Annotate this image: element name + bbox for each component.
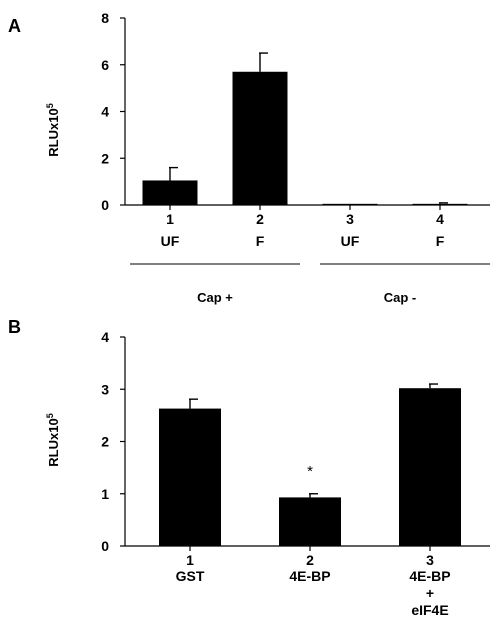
panel-a-y-axis-label-exponent: 5: [45, 103, 55, 108]
panel-b-bars: [159, 388, 461, 546]
panel-a-x-labels: 1 UF 2 F 3 UF 4 F: [161, 205, 445, 249]
panel-b-bar: [399, 388, 461, 546]
panel-b-y-tick-label: 4: [101, 329, 109, 345]
panel-b-label: B: [8, 317, 21, 337]
panel-a-category-number: 1: [166, 211, 174, 227]
panel-b-y-axis-label: RLUx105: [45, 413, 61, 466]
panel-a-category-label: UF: [161, 233, 180, 249]
panel-a-category-number: 4: [436, 211, 444, 227]
panel-a-category-number: 3: [346, 211, 354, 227]
panel-a-bar: [142, 180, 198, 205]
panel-b-bar: [279, 497, 341, 546]
panel-a-label: A: [8, 16, 21, 36]
panel-a-category-label: UF: [341, 233, 360, 249]
panel-a-group-label-cap-minus: Cap -: [384, 290, 417, 305]
panel-a-bar: [232, 71, 288, 205]
panel-a-error-bars: [169, 52, 448, 204]
panel-b-y-tick-label: 0: [101, 538, 109, 554]
panel-a-y-tick-label: 2: [101, 150, 109, 166]
panel-a-y-tick-label: 6: [101, 57, 109, 73]
panel-a-y-tick-label: 4: [101, 104, 109, 120]
panel-b-error-bars: [189, 383, 438, 498]
panel-a-group-label-cap-plus: Cap +: [197, 290, 233, 305]
panel-b-y-tick-label: 1: [101, 486, 109, 502]
panel-a-y-tick-label: 0: [101, 197, 109, 213]
panel-a-category-label: F: [436, 233, 445, 249]
panel-b-significance-asterisk: *: [307, 463, 313, 480]
panel-a-y-axis-label-base: RLUx10: [46, 108, 61, 156]
panel-a-bars: [142, 71, 468, 206]
panel-b-category-label: +: [426, 585, 434, 601]
panel-b-annotations: *: [307, 463, 313, 480]
panel-b-y-tick-label: 3: [101, 381, 109, 397]
panel-b-category-label: 4E-BP: [409, 568, 450, 584]
panel-a-y-axis-label: RLUx105: [45, 103, 61, 156]
panel-a-y-ticks: 0 2 4 6 8: [101, 10, 125, 213]
panel-a-category-number: 2: [256, 211, 264, 227]
panel-b-y-axis-label-exponent: 5: [45, 413, 55, 418]
panel-a-y-tick-label: 8: [101, 10, 109, 26]
panel-b-category-number: 2: [306, 552, 314, 568]
panel-b-y-tick-label: 2: [101, 434, 109, 450]
panel-b-category-number: 1: [186, 552, 194, 568]
panel-b-category-label: eIF4E: [411, 602, 448, 618]
panel-a-category-label: F: [256, 233, 265, 249]
panel-b-category-number: 3: [426, 552, 434, 568]
panel-b-category-label: GST: [176, 568, 205, 584]
panel-b-y-axis-label-base: RLUx10: [46, 418, 61, 466]
panel-a: A RLUx105 0 2 4 6 8 1 UF 2 F 3 UF 4 F Cap + Cap -: [8, 10, 490, 305]
panel-b-category-label: 4E-BP: [289, 568, 330, 584]
panel-b-bar: [159, 408, 221, 546]
panel-b-y-ticks: 0 1 2 3 4: [101, 329, 125, 554]
